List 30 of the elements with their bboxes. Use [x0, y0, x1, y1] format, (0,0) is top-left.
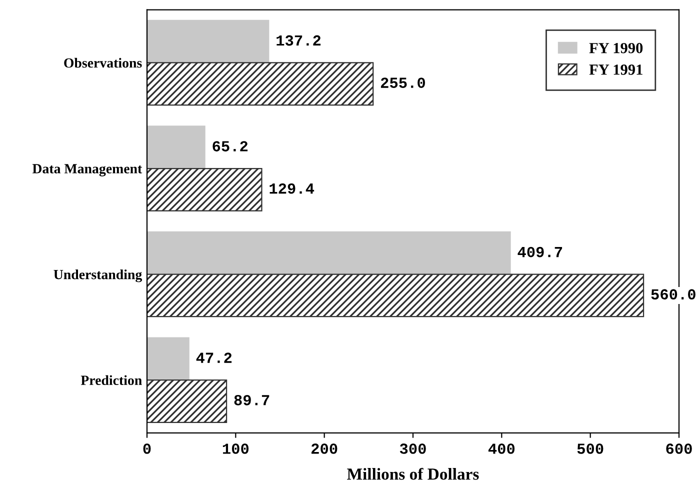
bar — [147, 231, 511, 275]
x-tick-label: 600 — [666, 444, 692, 454]
y-tick-label: Observations — [64, 58, 142, 68]
x-axis-title: Millions of Dollars — [347, 468, 479, 480]
legend-label: FY 1990 — [589, 42, 643, 54]
data-label: 47.2 — [196, 352, 232, 363]
bar — [147, 380, 228, 423]
y-tick-label: Prediction — [80, 375, 142, 386]
x-tick-label: 300 — [400, 444, 426, 454]
data-label: 409.7 — [518, 246, 562, 258]
data-label: 129.4 — [270, 183, 314, 194]
x-tick-label: 400 — [488, 444, 515, 454]
data-label: 137.2 — [276, 35, 321, 46]
data-label: 255.0 — [380, 78, 426, 88]
y-tick-label: Understanding — [54, 269, 142, 282]
x-tick-label: 500 — [577, 444, 604, 454]
data-label: 560.0 — [651, 289, 696, 300]
bar — [147, 126, 206, 170]
legend-label: FY 1991 — [589, 64, 642, 75]
x-tick-label: 100 — [222, 444, 249, 454]
y-tick-label: Data Management — [32, 164, 142, 176]
data-label: 89.7 — [234, 394, 270, 406]
bar — [147, 337, 190, 381]
x-tick-label: 0 — [143, 444, 151, 454]
bar — [147, 274, 644, 318]
bar — [147, 168, 262, 212]
x-tick-label: 200 — [311, 444, 338, 454]
data-label: 65.2 — [212, 141, 248, 152]
bar — [147, 20, 270, 64]
bar — [147, 62, 374, 106]
